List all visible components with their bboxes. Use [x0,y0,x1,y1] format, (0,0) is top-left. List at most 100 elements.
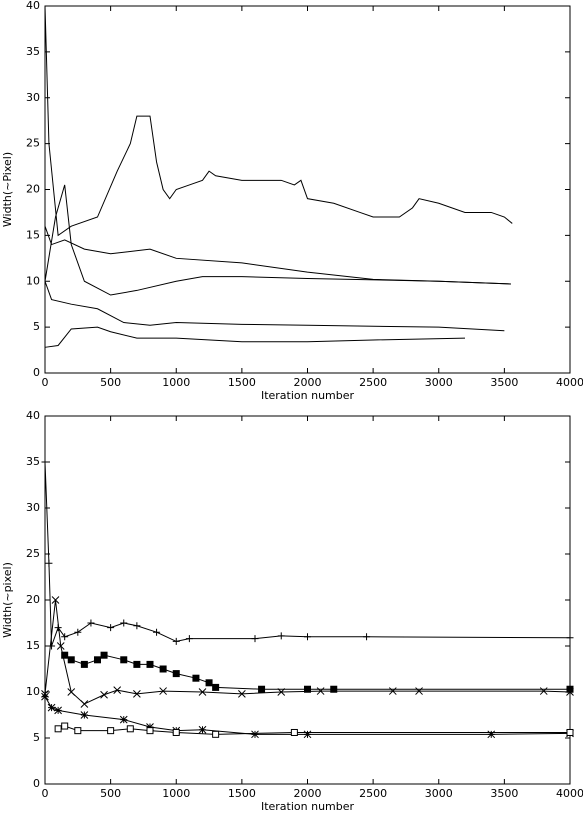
marker [120,619,128,627]
marker [61,633,69,641]
marker [290,728,298,736]
x-tick-label: 4000 [556,376,583,389]
marker [100,651,108,659]
marker [212,730,220,738]
marker [192,674,200,682]
marker [74,727,82,735]
marker [212,683,220,691]
x-tick-label: 3000 [425,376,453,389]
y-tick-label: 0 [33,366,40,379]
marker [61,722,69,730]
y-tick-label: 15 [26,639,40,652]
marker [251,635,259,643]
series-line [44,326,466,348]
x-tick-label: 3500 [490,787,518,800]
y-axis-label: Width(~pixel) [1,562,14,638]
marker [54,725,62,733]
marker [113,686,122,695]
series-line [44,696,571,735]
x-tick-label: 4000 [556,787,583,800]
marker [133,689,141,698]
y-tick-label: 25 [26,547,40,560]
series-line [44,281,505,332]
y-tick-label: 30 [26,501,40,514]
y-axis-label: Width(~Pixel) [1,152,14,227]
x-tick-label: 500 [100,376,121,389]
y-tick-label: 40 [26,409,40,422]
y-tick-label: 25 [26,137,40,150]
marker [54,706,62,715]
y-tick-label: 20 [26,183,40,196]
series-line [44,5,513,237]
marker [67,656,75,664]
marker [316,687,325,695]
marker [304,685,311,693]
marker [363,633,371,641]
marker [80,660,88,668]
marker [100,690,108,699]
marker [67,688,76,696]
series-line [57,725,570,735]
x-tick-label: 3500 [490,376,518,389]
marker [41,692,49,701]
marker [539,687,548,695]
y-tick-label: 35 [26,455,40,468]
marker [153,628,161,636]
marker [172,637,180,645]
x-axis-label: Iteration number [261,800,355,813]
x-tick-label: 1000 [162,787,190,800]
x-tick-label: 1500 [228,787,256,800]
marker [159,665,167,673]
plot-frame [44,415,571,785]
marker [198,688,207,696]
y-tick-label: 10 [26,685,40,698]
y-tick-label: 20 [26,593,40,606]
y-tick-label: 5 [33,320,40,333]
x-tick-label: 2500 [359,376,387,389]
marker [566,634,574,642]
marker [107,727,115,735]
marker [80,711,89,719]
marker [251,730,259,739]
marker [172,670,180,678]
marker [120,656,128,664]
series-line [44,184,511,296]
marker [133,622,141,630]
marker [258,685,266,693]
y-tick-label: 5 [33,731,40,744]
x-tick-label: 0 [42,376,49,389]
marker [146,660,154,668]
plot: 0 5 10 15 20 25 30 35 40 0 500 1000 1500 2000 2500 3000… [1,0,583,402]
marker [48,642,56,650]
x-tick-label: 1500 [228,376,256,389]
plot: 0 5 10 15 20 25 30 35 40 0 500 1000 1500 2000 2500 3000… [1,409,583,813]
x-tick-label: 2000 [294,787,322,800]
x-tick-label: 1000 [162,376,190,389]
y-tick-label: 30 [26,91,40,104]
marker [146,723,154,731]
x-tick-label: 3000 [425,787,453,800]
marker [159,687,167,695]
marker [487,730,496,739]
marker [56,642,65,650]
marker [119,715,128,724]
marker [74,628,82,636]
marker [277,632,285,640]
marker [185,635,193,643]
series-line [44,226,511,285]
marker [205,679,213,687]
y-tick-label: 0 [33,777,40,790]
marker [172,728,180,736]
marker [238,689,246,698]
marker [87,619,95,627]
marker [51,596,60,604]
series-line [44,461,571,647]
marker [277,688,286,696]
x-tick-label: 500 [100,787,121,800]
marker [198,725,207,734]
marker [45,559,53,567]
x-tick-label: 0 [42,787,49,800]
marker [415,687,423,695]
series-line [64,654,570,690]
